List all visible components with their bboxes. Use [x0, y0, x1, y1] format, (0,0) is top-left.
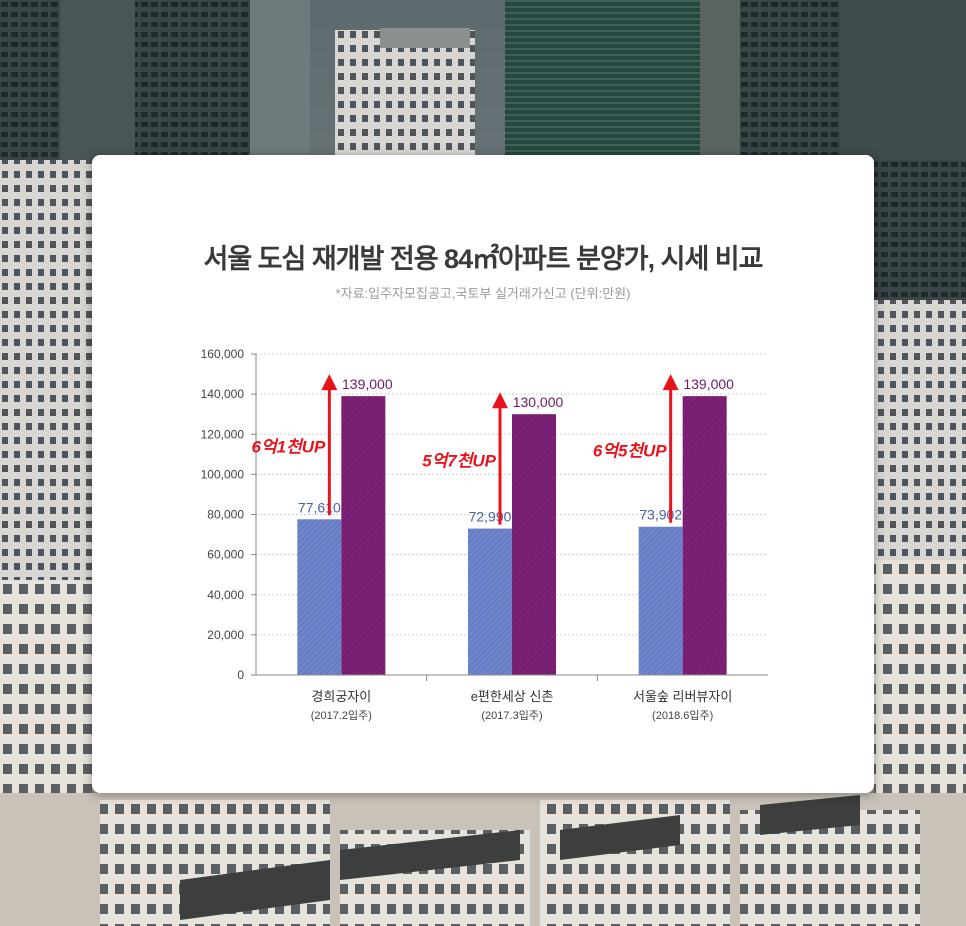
data-label: 139,000 — [683, 376, 734, 392]
y-tick-label: 140,000 — [201, 387, 245, 401]
increase-annotation: 5억7천UP — [422, 451, 496, 470]
increase-annotation: 6억1천UP — [252, 438, 326, 457]
arrow-head-icon — [662, 374, 679, 391]
y-tick-label: 0 — [237, 668, 244, 682]
y-tick-label: 80,000 — [207, 508, 244, 522]
data-label: 77,610 — [298, 499, 341, 515]
data-label: 130,000 — [513, 394, 564, 410]
increase-annotation: 6억5천UP — [593, 441, 667, 460]
data-label: 73,902 — [639, 507, 682, 523]
y-tick-label: 60,000 — [207, 548, 244, 562]
bar-series1 — [468, 528, 512, 675]
bar-series2 — [512, 414, 556, 675]
data-label: 139,000 — [342, 376, 393, 392]
y-tick-label: 100,000 — [201, 467, 245, 481]
x-category-sublabel: (2017.2입주) — [311, 709, 372, 722]
bar-chart: 0 20,000 40,000 60,000 80,000 100,000 120,000 1… — [201, 347, 768, 722]
bar-series1 — [297, 519, 342, 675]
x-category-label: 경희궁자이 — [311, 689, 371, 704]
bar-series1 — [638, 526, 683, 675]
y-tick-label: 120,000 — [201, 427, 245, 441]
x-category-label: 서울숲 리버뷰자이 — [633, 689, 732, 704]
x-category-sublabel: (2017.3입주) — [481, 709, 542, 722]
y-tick-label: 160,000 — [201, 347, 245, 361]
arrow-head-icon — [321, 374, 338, 391]
bar-series2 — [682, 396, 727, 675]
chart-title: 서울 도심 재개발 전용 84㎡아파트 분양가, 시세 비교 — [203, 244, 763, 274]
arrow-head-icon — [492, 392, 508, 409]
y-tick-label: 40,000 — [207, 588, 244, 602]
bar-series2 — [341, 396, 386, 675]
y-tick-label: 20,000 — [207, 628, 244, 642]
data-label: 72,990 — [469, 509, 512, 525]
x-category-label: e편한세상 신촌 — [471, 689, 554, 704]
x-category-sublabel: (2018.6입주) — [652, 709, 713, 722]
chart-card: 서울 도심 재개발 전용 84㎡아파트 분양가, 시세 비교 *자료:입주자모집… — [92, 155, 874, 793]
chart-source-note: *자료:입주자모집공고,국토부 실거래가신고 (단위:만원) — [335, 286, 631, 301]
